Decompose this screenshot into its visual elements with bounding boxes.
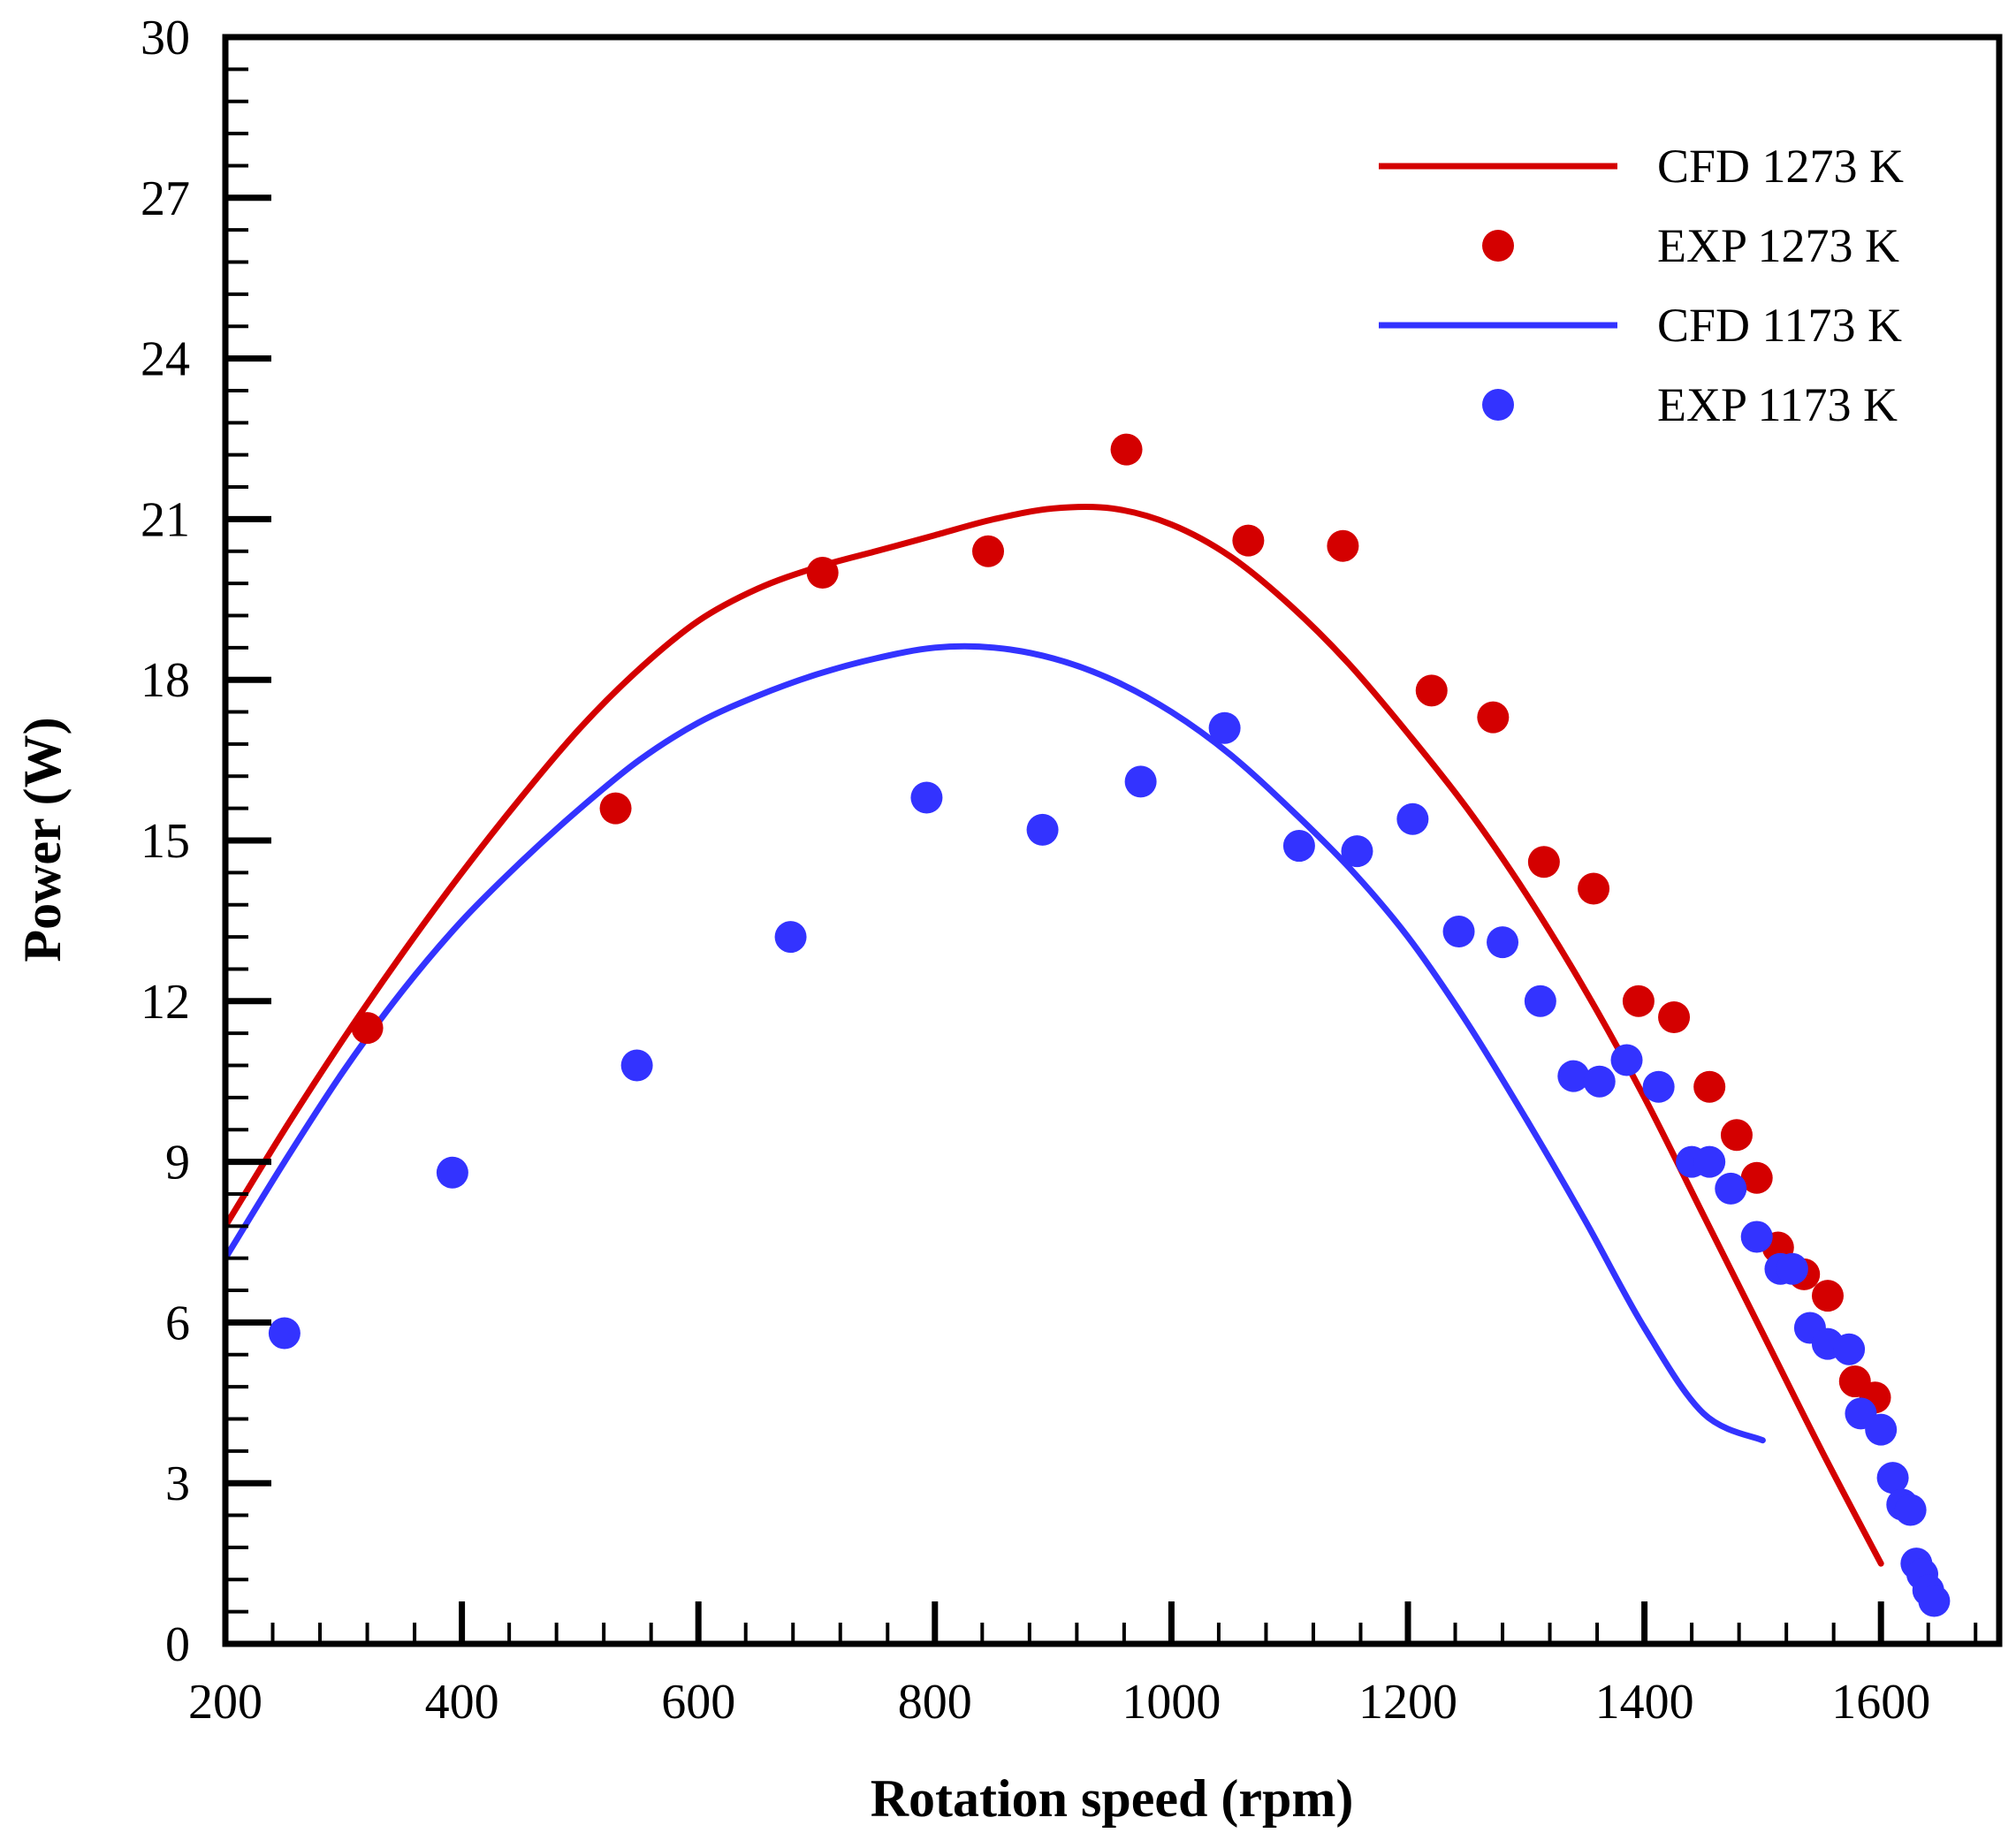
data-point-exp-1173-k xyxy=(1396,802,1429,835)
data-point-exp-1173-k xyxy=(1557,1060,1590,1092)
data-point-exp-1273-k xyxy=(1720,1119,1753,1152)
axis-ticks xyxy=(222,34,1978,1647)
data-point-exp-1173-k xyxy=(1776,1252,1808,1285)
data-point-exp-1273-k xyxy=(1740,1161,1773,1194)
data-point-exp-1173-k xyxy=(1894,1494,1927,1526)
x-tick-label: 800 xyxy=(898,1675,972,1730)
data-point-exp-1273-k xyxy=(1232,524,1265,557)
data-point-exp-1173-k xyxy=(774,921,807,954)
plot-marks xyxy=(222,433,1951,1617)
data-point-exp-1173-k xyxy=(1341,835,1373,868)
data-point-exp-1173-k xyxy=(1865,1413,1898,1446)
data-point-exp-1173-k xyxy=(1124,765,1157,798)
y-tick-label: 27 xyxy=(141,171,190,226)
y-axis-tick-labels: 0 3 6 9 12 15 18 21 24 27 30 xyxy=(141,11,190,1672)
y-tick-label: 0 xyxy=(165,1617,190,1672)
data-point-exp-1173-k xyxy=(1740,1221,1773,1253)
data-point-exp-1173-k xyxy=(910,781,943,814)
data-point-exp-1273-k xyxy=(599,792,632,825)
data-point-exp-1173-k xyxy=(1918,1585,1951,1617)
plot-frame xyxy=(222,34,2003,1647)
data-point-exp-1173-k xyxy=(1876,1462,1909,1494)
x-axis-title: Rotation speed (rpm) xyxy=(871,1769,1354,1828)
data-point-exp-1173-k xyxy=(1583,1065,1616,1098)
data-point-exp-1273-k xyxy=(1622,985,1655,1017)
y-tick-label: 21 xyxy=(141,492,190,547)
x-tick-label: 600 xyxy=(661,1675,735,1730)
data-point-exp-1273-k xyxy=(351,1012,384,1045)
y-tick-label: 30 xyxy=(141,11,190,65)
legend-swatch-exp-1273-k xyxy=(1482,230,1514,262)
data-point-exp-1273-k xyxy=(1658,1000,1691,1033)
data-point-exp-1173-k xyxy=(620,1049,653,1082)
data-point-exp-1273-k xyxy=(1527,846,1560,878)
data-point-exp-1173-k xyxy=(1487,926,1519,959)
data-point-exp-1173-k xyxy=(1026,813,1059,846)
y-tick-label: 9 xyxy=(165,1136,190,1190)
legend-swatch-exp-1173-k xyxy=(1482,389,1514,421)
y-tick-label: 18 xyxy=(141,653,190,708)
x-tick-label: 400 xyxy=(425,1675,499,1730)
x-axis-tick-labels: 200 400 600 800 1000 1200 1400 1600 xyxy=(188,1675,1930,1730)
data-point-exp-1173-k xyxy=(1833,1333,1866,1365)
data-point-exp-1173-k xyxy=(1610,1044,1643,1076)
y-tick-label: 6 xyxy=(165,1296,190,1350)
data-point-exp-1273-k xyxy=(806,557,839,589)
x-tick-label: 200 xyxy=(188,1675,262,1730)
x-tick-label: 1200 xyxy=(1358,1675,1457,1730)
series-line-cfd-1173-k xyxy=(222,643,1766,1444)
y-tick-label: 3 xyxy=(165,1456,190,1511)
x-tick-label: 1400 xyxy=(1595,1675,1694,1730)
legend: CFD 1273 K EXP 1273 K CFD 1173 K EXP 1173 K xyxy=(1379,140,1904,431)
data-point-exp-1173-k xyxy=(1524,985,1556,1017)
y-tick-label: 12 xyxy=(141,975,190,1030)
y-axis-title: Power (W) xyxy=(13,717,72,962)
data-point-exp-1173-k xyxy=(1442,916,1475,948)
data-point-exp-1273-k xyxy=(1578,872,1610,905)
data-point-exp-1273-k xyxy=(1811,1280,1844,1312)
x-tick-label: 1000 xyxy=(1122,1675,1221,1730)
data-point-exp-1173-k xyxy=(1282,830,1315,863)
x-tick-label: 1600 xyxy=(1831,1675,1930,1730)
data-point-exp-1173-k xyxy=(1208,711,1241,744)
data-point-exp-1273-k xyxy=(972,535,1005,567)
legend-label-exp-1173-k: EXP 1173 K xyxy=(1657,378,1898,431)
data-point-exp-1173-k xyxy=(436,1156,468,1189)
data-point-exp-1173-k xyxy=(1715,1172,1747,1205)
data-point-exp-1273-k xyxy=(1327,529,1359,562)
data-point-exp-1173-k xyxy=(1642,1070,1675,1103)
data-point-exp-1273-k xyxy=(1477,701,1510,734)
y-tick-label: 24 xyxy=(141,332,190,387)
data-point-exp-1273-k xyxy=(1693,1070,1726,1103)
data-point-exp-1173-k xyxy=(268,1317,300,1350)
legend-label-exp-1273-k: EXP 1273 K xyxy=(1657,219,1899,272)
data-point-exp-1273-k xyxy=(1415,674,1448,707)
y-tick-label: 15 xyxy=(141,814,190,869)
data-point-exp-1273-k xyxy=(1110,433,1143,466)
legend-label-cfd-1273-k: CFD 1273 K xyxy=(1657,140,1904,193)
series-line-cfd-1273-k xyxy=(222,503,1884,1567)
data-point-exp-1173-k xyxy=(1693,1145,1726,1178)
legend-label-cfd-1173-k: CFD 1173 K xyxy=(1657,299,1902,352)
